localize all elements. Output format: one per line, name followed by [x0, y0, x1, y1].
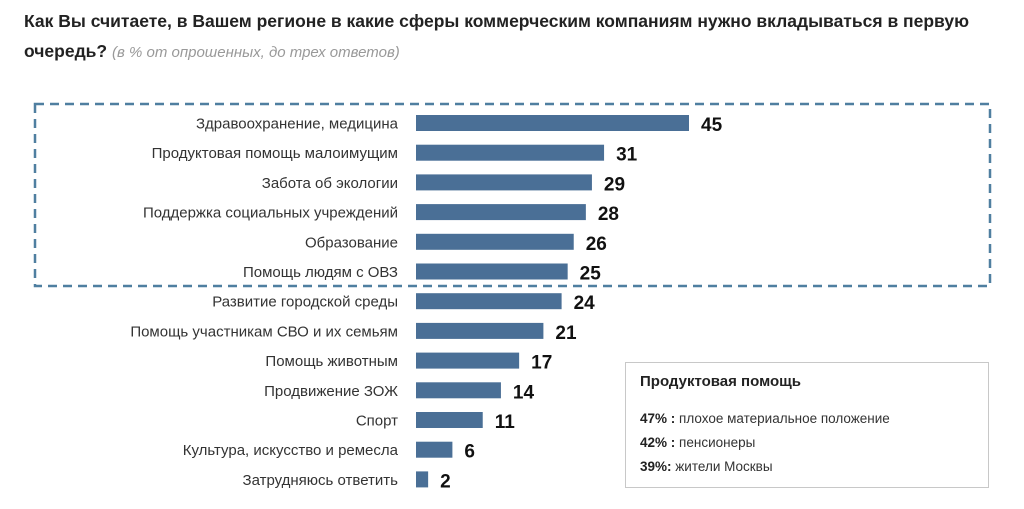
data-label: 17: [531, 353, 552, 374]
category-label: Образование: [305, 234, 398, 251]
bar: [416, 144, 605, 161]
category-label: Продуктовая помощь малоимущим: [152, 145, 398, 162]
bar: [416, 471, 429, 488]
data-label: 45: [701, 115, 723, 136]
data-label: 2: [440, 471, 451, 492]
highlight-box: [33, 102, 992, 288]
bar: [416, 293, 562, 310]
data-label: 11: [495, 412, 516, 433]
note-value: 42% :: [640, 435, 676, 450]
bar: [416, 352, 520, 369]
data-label: 25: [580, 264, 602, 285]
note-row: 42% : пенсионеры: [640, 435, 755, 450]
note-box: Продуктовая помощь 47% : плохое материал…: [625, 362, 989, 488]
note-label: жители Москвы: [675, 459, 773, 474]
category-label: Помощь людям с ОВЗ: [243, 264, 398, 281]
note-label: пенсионеры: [679, 435, 756, 450]
category-label: Затрудняюсь ответить: [243, 472, 399, 489]
bar: [416, 322, 544, 339]
note-row: 39%: жители Москвы: [640, 459, 773, 474]
data-label: 26: [586, 234, 607, 255]
note-row: 47% : плохое материальное положение: [640, 411, 890, 426]
category-label: Помощь участникам СВО и их семьям: [130, 323, 398, 340]
note-title: Продуктовая помощь: [640, 373, 802, 390]
category-label: Поддержка социальных учреждений: [143, 205, 398, 222]
category-label: Забота об экологии: [262, 175, 398, 192]
data-label: 31: [616, 145, 638, 166]
bar: [416, 263, 568, 280]
bar: [416, 412, 483, 428]
data-label: 29: [604, 174, 625, 195]
bar: [416, 204, 586, 221]
bar: [416, 115, 689, 131]
category-label: Помощь животным: [265, 353, 398, 370]
data-label: 14: [513, 382, 535, 403]
note-value: 47% :: [640, 411, 676, 426]
category-label: Культура, искусство и ремесла: [183, 442, 399, 459]
category-label: Продвижение ЗОЖ: [264, 383, 398, 400]
category-label: Развитие городской среды: [212, 294, 398, 311]
note-value: 39%:: [640, 459, 672, 474]
chart-title: Как Вы считаете, в Вашем регионе в какие…: [24, 6, 1004, 68]
data-label: 24: [574, 293, 596, 314]
bar: [416, 233, 574, 250]
data-label: 6: [464, 442, 475, 463]
category-label: Спорт: [356, 413, 398, 430]
bar: [416, 174, 592, 191]
bar: [416, 382, 501, 399]
data-label: 21: [555, 323, 577, 344]
data-label: 28: [598, 204, 619, 225]
bar: [416, 441, 453, 458]
note-label: плохое материальное положение: [679, 411, 890, 426]
chart-subtitle: (в % от опрошенных, до трех ответов): [112, 44, 400, 61]
category-label: Здравоохранение, медицина: [196, 116, 399, 133]
title-text: Как Вы считаете, в Вашем регионе в какие…: [24, 11, 970, 61]
